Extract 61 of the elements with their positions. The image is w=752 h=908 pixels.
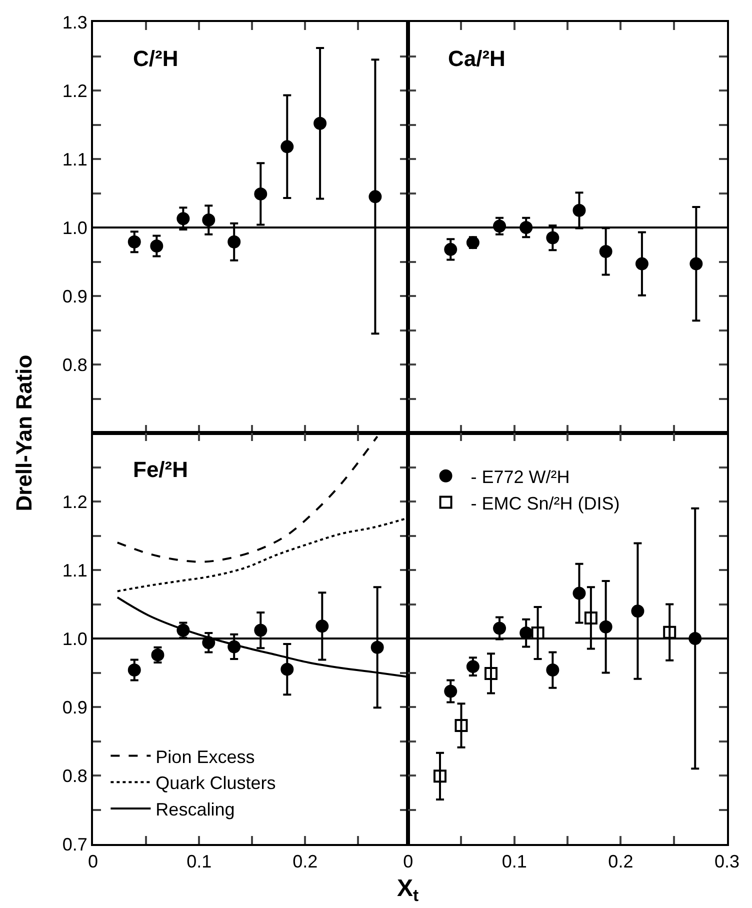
legend-label: Pion Excess: [156, 746, 255, 767]
x-tick-label: 0: [88, 852, 98, 872]
y-tick-label: 0.8: [62, 354, 88, 375]
legend-label: Quark Clusters: [156, 773, 276, 794]
y-tick-label: 0.8: [62, 766, 88, 786]
y-axis-title: Drell-Yan Ratio: [11, 354, 36, 512]
y-tick-label: 1.0: [62, 628, 88, 649]
y-tick-label: 0.9: [62, 286, 88, 306]
x-tick-label: 0: [403, 852, 414, 872]
point: [572, 586, 586, 600]
point: [150, 240, 164, 252]
point: [444, 242, 458, 256]
point: [599, 620, 612, 634]
point: [280, 140, 294, 154]
y-tick-label: 1.2: [62, 492, 88, 512]
text: Fe/²H: [133, 457, 188, 482]
point: [254, 624, 268, 637]
y-tick-label: 0.7: [62, 834, 88, 854]
point: [690, 257, 703, 270]
legend-label: - E772 W/²H: [470, 466, 570, 487]
x-axis-title: X$_{t}$: [397, 875, 420, 906]
point: [546, 664, 560, 677]
y-tick-label: 1.2: [62, 80, 88, 101]
point: [484, 666, 498, 680]
point: [370, 640, 384, 654]
point: [572, 204, 586, 217]
y-tick-label: 1.1: [62, 560, 88, 580]
text: C/²H: [133, 46, 178, 71]
x-tick-label: 0.2: [292, 852, 318, 872]
text: Ca/²H: [448, 46, 506, 71]
point: [546, 231, 560, 244]
point: [316, 620, 329, 633]
point: [368, 190, 382, 204]
point: [128, 664, 141, 677]
point: [599, 244, 612, 258]
point: [433, 770, 446, 783]
legend-label: - EMC Sn/²H (DIS): [470, 493, 620, 514]
point: [280, 662, 294, 676]
point: [228, 235, 241, 248]
point: [635, 257, 648, 270]
point: [254, 187, 268, 200]
x-tick-label: 0.2: [608, 852, 634, 872]
point: [493, 622, 506, 635]
point: [202, 213, 216, 226]
x-tick-label: 0.3: [714, 852, 740, 872]
point: [314, 116, 327, 130]
point: [584, 611, 598, 624]
y-tick-label: 1.3: [62, 12, 88, 32]
point: [466, 660, 480, 674]
y-tick-label: 1.1: [62, 149, 88, 170]
point: [444, 684, 458, 698]
y-tick-label: 0.9: [62, 697, 88, 718]
point: [128, 235, 141, 248]
x-tick-label: 0.1: [502, 852, 527, 872]
point: [631, 604, 644, 618]
x-tick-label: 0.1: [186, 852, 212, 872]
legend-label: Rescaling: [156, 800, 235, 820]
point: [454, 719, 468, 732]
y-tick-label: 1.0: [62, 218, 88, 238]
point: [663, 626, 676, 639]
point: [176, 212, 190, 226]
